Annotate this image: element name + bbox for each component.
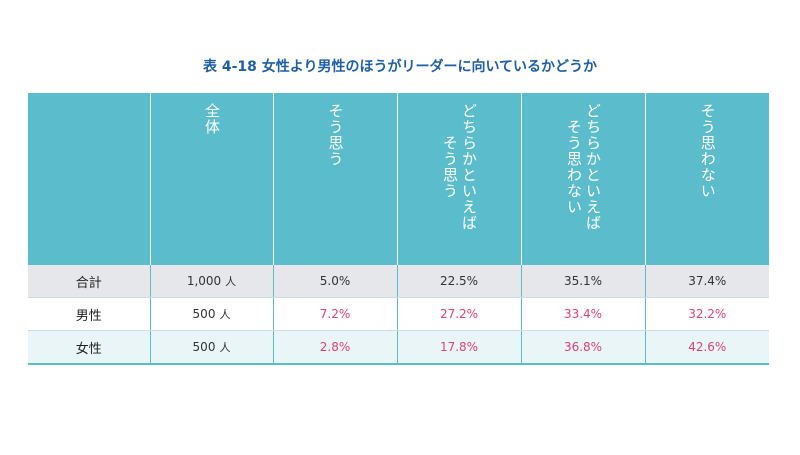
table-row: 男性 500 人 7.2% 27.2% 33.4% 32.2% bbox=[28, 297, 769, 331]
row-label: 合計 bbox=[28, 265, 150, 298]
header-somewhat-agree: どちらかといえば そう思う bbox=[396, 93, 521, 265]
header-somewhat-disagree: どちらかといえば そう思わない bbox=[520, 93, 645, 265]
cell-value: 37.4% bbox=[644, 265, 769, 298]
header-total: 全体 bbox=[149, 93, 273, 265]
table-title: 表 4-18 女性より男性のほうがリーダーに向いているかどうか bbox=[202, 59, 598, 75]
table-row: 合計 1,000 人 5.0% 22.5% 35.1% 37.4% bbox=[28, 265, 769, 298]
cell-value: 35.1% bbox=[520, 265, 645, 298]
row-count: 500 人 bbox=[149, 330, 273, 365]
cell-value: 42.6% bbox=[644, 330, 769, 365]
cell-value: 27.2% bbox=[396, 297, 521, 331]
cell-value: 36.8% bbox=[520, 330, 645, 365]
cell-value: 32.2% bbox=[644, 297, 769, 331]
cell-value: 7.2% bbox=[272, 297, 397, 331]
row-label: 男性 bbox=[28, 297, 150, 331]
cell-value: 5.0% bbox=[272, 265, 397, 298]
cell-value: 33.4% bbox=[520, 297, 645, 331]
row-count: 500 人 bbox=[149, 297, 273, 331]
header-row: 全体 そう思う どちらかといえば そう思う どちらかといえば そう思わない そう… bbox=[28, 93, 769, 265]
cell-value: 22.5% bbox=[396, 265, 521, 298]
row-label: 女性 bbox=[28, 330, 150, 365]
header-empty bbox=[28, 93, 150, 265]
cell-value: 17.8% bbox=[396, 330, 521, 365]
cell-value: 2.8% bbox=[272, 330, 397, 365]
row-count: 1,000 人 bbox=[149, 265, 273, 298]
survey-table: 全体 そう思う どちらかといえば そう思う どちらかといえば そう思わない そう… bbox=[28, 93, 769, 365]
header-disagree: そう思わない bbox=[644, 93, 769, 265]
table-row: 女性 500 人 2.8% 17.8% 36.8% 42.6% bbox=[28, 330, 769, 365]
header-agree: そう思う bbox=[272, 93, 397, 265]
